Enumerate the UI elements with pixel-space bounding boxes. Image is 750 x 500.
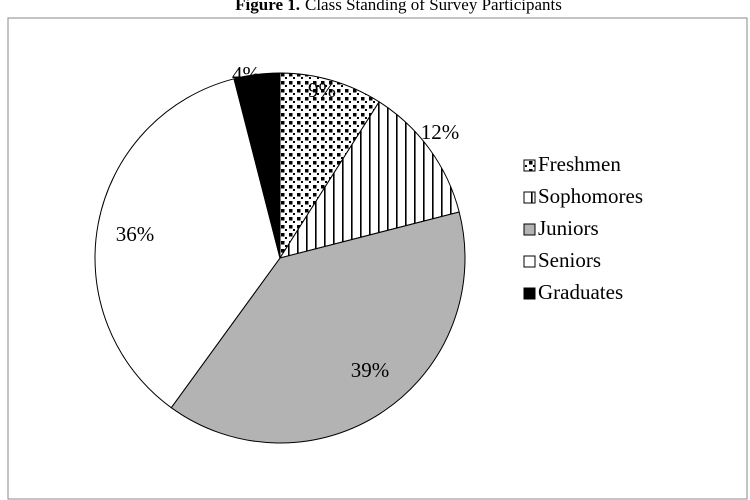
- data-label: 4%: [232, 62, 260, 86]
- legend-swatch: [523, 287, 536, 300]
- legend-swatch: [523, 159, 536, 172]
- pie-slice: [279, 72, 380, 260]
- legend-label: Seniors: [538, 248, 601, 272]
- pie-slice: [94, 78, 281, 409]
- pie-slice: [170, 211, 466, 444]
- chart-title: Class Standing of Survey Participants: [305, 0, 562, 14]
- legend-label: Freshmen: [538, 152, 621, 176]
- data-label: 36%: [116, 222, 155, 246]
- pie-slice: [278, 101, 460, 259]
- pie-slice: [233, 72, 281, 259]
- legend-label: Juniors: [538, 216, 599, 240]
- data-label: 9%: [308, 78, 336, 102]
- legend-label: Sophomores: [538, 184, 643, 208]
- legend-swatch: [523, 191, 536, 204]
- title-prefix: Figure 1.: [235, 0, 300, 14]
- legend-swatch: [523, 223, 536, 236]
- legend-swatch: [523, 255, 536, 268]
- legend-label: Graduates: [538, 280, 623, 304]
- data-label: 12%: [421, 120, 460, 144]
- data-label: 39%: [351, 358, 390, 382]
